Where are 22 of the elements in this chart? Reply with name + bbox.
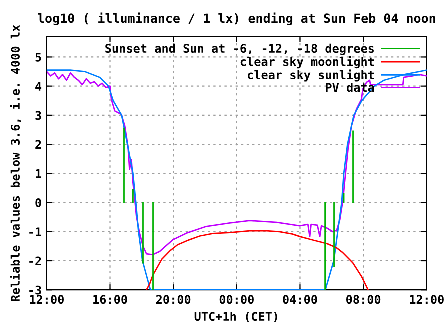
y-tick-label: 1 <box>36 170 42 178</box>
x-tick-label: 12:00 <box>410 295 444 304</box>
x-tick-label: 00:00 <box>220 295 254 304</box>
x-tick-label: 12:00 <box>30 295 64 304</box>
y-tick-label: 4 <box>36 82 42 91</box>
y-tick-label: 2 <box>36 140 42 150</box>
chart-title: log10 ( illuminance / 1 lx) ending at Sun Feb 04 noon <box>38 12 436 26</box>
y-tick-label: 0 <box>36 198 42 208</box>
legend-label: clear sky moonlight <box>240 56 374 69</box>
y-tick-label: -2 <box>30 256 42 266</box>
y-axis-title: Reliable values below 3.6, i.e. 4000 lx <box>10 25 22 302</box>
y-tick-label: -3 <box>30 286 42 295</box>
x-tick-label: 20:00 <box>156 295 191 304</box>
legend-label: clear sky sunlight <box>248 70 374 82</box>
y-tick-label: -1 <box>30 228 42 236</box>
y-tick-label: 3 <box>36 111 42 120</box>
legend-label: Sunset and Sun at -6, -12, -18 degrees <box>106 44 374 56</box>
x-tick-label: 08:00 <box>346 295 381 304</box>
x-tick-label: 16:00 <box>94 295 128 304</box>
x-axis-title: UTC+1h (CET) <box>194 312 278 322</box>
x-tick-label: 04:00 <box>283 295 318 304</box>
y-tick-label: 5 <box>36 53 42 62</box>
